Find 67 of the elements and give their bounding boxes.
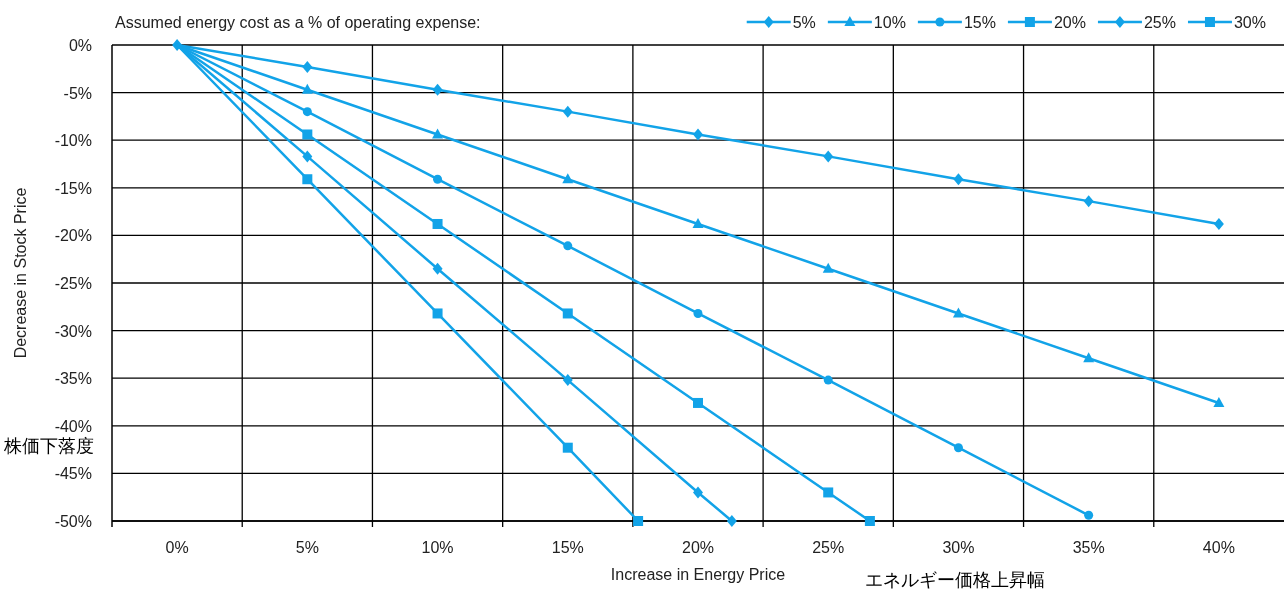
point (1084, 510, 1094, 520)
point (823, 375, 833, 385)
x-tick-label: 10% (421, 539, 454, 556)
point (432, 308, 443, 319)
point (953, 173, 964, 186)
y-tick-label: -25% (54, 275, 92, 292)
point (562, 105, 573, 118)
y-tick-label: -40% (54, 417, 92, 435)
point (432, 262, 443, 275)
point (562, 442, 573, 453)
point (693, 397, 703, 408)
point (1083, 352, 1095, 363)
point (302, 150, 313, 163)
legend-label: 30% (1233, 14, 1266, 31)
legend-label: 5% (792, 14, 816, 31)
y-axis-title: Decrease in Stock Price (12, 187, 29, 359)
x-tick-label: 5% (295, 539, 319, 556)
point (693, 308, 703, 318)
point (822, 262, 834, 273)
point (562, 173, 574, 184)
y-tick-label: -10% (54, 132, 92, 150)
point (562, 374, 573, 387)
point (301, 83, 313, 94)
point (432, 218, 443, 229)
text: エネルギー価格上昇幅 (865, 570, 1045, 590)
point (692, 217, 704, 228)
point (864, 516, 875, 526)
text: 株価下落度 (3, 436, 94, 456)
x-tick-label: 30% (942, 539, 975, 556)
y-tick-label: -45% (54, 465, 92, 483)
legend-label: 25% (1143, 14, 1176, 31)
y-tick-label: -5% (63, 84, 92, 102)
x-tick-label: 40% (1202, 539, 1235, 556)
point (302, 174, 313, 185)
point (693, 128, 703, 141)
y-tick-label: -15% (54, 179, 92, 197)
point (302, 60, 313, 73)
point (1213, 396, 1225, 407)
point (302, 107, 312, 117)
legend-label: 20% (1053, 14, 1086, 31)
point (562, 308, 573, 319)
x-tick-label: 15% (551, 539, 584, 556)
point (1083, 195, 1094, 208)
legend-label: 10% (873, 14, 906, 31)
y-tick-label: 0% (68, 37, 92, 54)
x-tick-label: 20% (681, 539, 715, 556)
x-tick-label: 35% (1072, 539, 1105, 556)
point (953, 443, 963, 453)
legend-label: 15% (963, 14, 996, 31)
legend-title: Assumed energy cost as a % of operating expense: (115, 14, 481, 31)
point (693, 486, 703, 499)
point (952, 307, 964, 318)
x-tick-label: 0% (165, 539, 189, 556)
y-tick-label: -20% (54, 227, 92, 245)
y-tick-label: -30% (54, 322, 92, 340)
point (726, 515, 737, 527)
point (563, 241, 573, 251)
point (823, 487, 834, 498)
point (1213, 217, 1224, 230)
x-axis-title: Increase in Energy Price (610, 566, 786, 583)
point (302, 129, 313, 140)
y-tick-label: -50% (54, 513, 92, 530)
x-tick-label: 25% (812, 539, 845, 556)
point (433, 174, 443, 184)
point (432, 83, 443, 96)
point (823, 150, 834, 163)
y-tick-label: -35% (54, 370, 92, 388)
